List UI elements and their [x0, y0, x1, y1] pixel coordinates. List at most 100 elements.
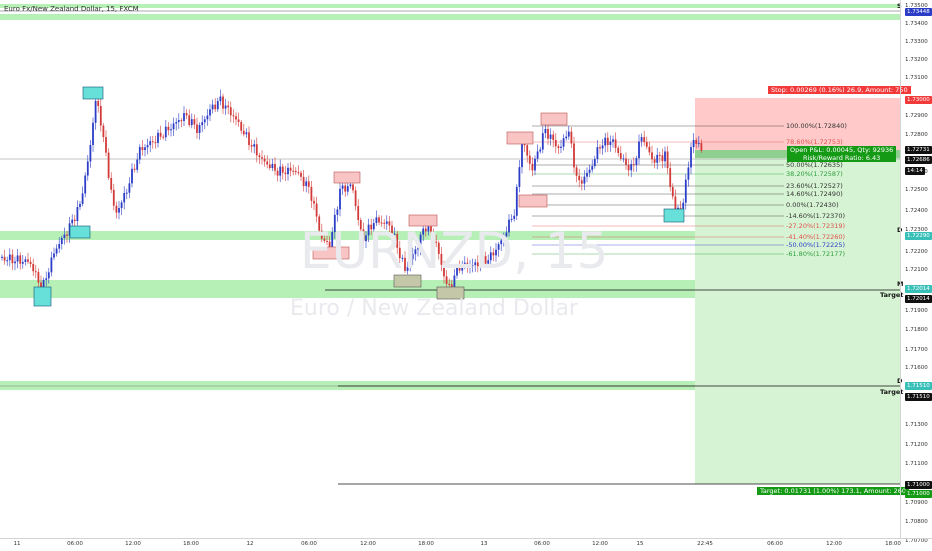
time-label: 18:00 — [418, 541, 434, 547]
candle-body — [502, 236, 505, 241]
fib-level-label: 50.00%(1.72635) — [786, 161, 843, 169]
candle-body — [258, 155, 261, 158]
candle-body — [53, 253, 55, 258]
candle-body — [547, 128, 549, 139]
candle-body — [268, 164, 271, 169]
candle-body — [489, 252, 492, 261]
fib-level-label: 78.60%(1.72753) — [786, 138, 843, 146]
candle-body — [297, 172, 300, 174]
fib-level-label: 0.00%(1.72430) — [786, 201, 839, 209]
candle-body — [508, 219, 510, 233]
chart-area[interactable] — [0, 0, 900, 538]
candle-body — [393, 233, 396, 235]
candle-body — [557, 146, 560, 148]
candle-body — [664, 151, 666, 162]
candle-body — [453, 275, 456, 287]
chart-canvas[interactable] — [0, 0, 900, 538]
price-tick: 1.73200 — [905, 57, 928, 63]
candle-body — [55, 248, 58, 254]
candle-body — [68, 223, 71, 236]
candle-body — [609, 141, 612, 146]
price-tag-bottom1: 1.71000 — [905, 481, 932, 489]
price-tick: 1.72300 — [905, 227, 928, 233]
candle-body — [206, 115, 209, 120]
price-axis[interactable] — [900, 0, 932, 538]
candle-body — [526, 145, 529, 156]
fib-level-label: 38.20%(1.72587) — [786, 170, 843, 178]
candle-body — [669, 168, 672, 187]
candle-body — [261, 157, 263, 159]
candle-body — [326, 240, 328, 242]
candle-body — [427, 226, 430, 232]
candle-body — [593, 159, 596, 167]
zone-label-d: D — [897, 226, 903, 234]
candle-body — [341, 185, 344, 189]
candle-body — [203, 119, 206, 123]
candle-body — [440, 253, 443, 265]
candle-body — [484, 256, 487, 264]
candle-body — [229, 107, 232, 116]
price-tick: 1.72900 — [905, 113, 928, 119]
candle-body — [73, 219, 76, 221]
candle-body — [164, 126, 167, 138]
candle-body — [469, 265, 471, 267]
candle-body — [487, 260, 490, 264]
candle-body — [76, 207, 79, 221]
price-tick: 1.73100 — [905, 75, 928, 81]
candle-body — [131, 168, 133, 184]
candle-body — [45, 278, 48, 280]
candle-body — [336, 209, 339, 215]
price-tick: 1.71300 — [905, 422, 928, 428]
candle-body — [6, 260, 9, 262]
candle-body — [687, 167, 690, 180]
candle-body — [3, 256, 6, 261]
candle-body — [476, 262, 479, 267]
candle-body — [120, 202, 123, 209]
candle-body — [123, 192, 126, 203]
candle-body — [294, 170, 297, 173]
candle-body — [570, 131, 573, 144]
price-tag-bottom2: 1.71000 — [905, 490, 932, 498]
candle-body — [357, 206, 360, 220]
candle-body — [167, 126, 170, 131]
time-label: 12 — [246, 541, 254, 547]
candle-body — [110, 178, 113, 190]
candle-body — [198, 125, 201, 133]
candle-body — [534, 158, 536, 171]
candle-body — [690, 147, 692, 168]
candle-body — [658, 154, 661, 156]
candle-body — [604, 137, 607, 146]
candle-body — [328, 241, 331, 248]
candle-body — [552, 134, 555, 141]
candle-body — [318, 216, 321, 231]
candle-body — [255, 144, 258, 156]
candle-body — [237, 119, 240, 123]
time-axis[interactable] — [0, 538, 932, 551]
countdown-tag: 14:14 — [905, 167, 925, 175]
candle-body — [388, 221, 391, 226]
fib-level-label: 100.00%(1.72840) — [786, 122, 847, 130]
candle-body — [8, 254, 11, 261]
candle-body — [492, 252, 495, 256]
candle-body — [32, 263, 35, 272]
candle-body — [133, 168, 136, 170]
candle-body — [474, 262, 477, 266]
candle-body — [619, 152, 622, 159]
candle-body — [541, 133, 544, 150]
candle-body — [331, 232, 334, 248]
candle-body — [94, 100, 97, 123]
candle-body — [149, 141, 152, 146]
candle-body — [287, 167, 289, 175]
candle-body — [601, 145, 604, 149]
candle-body — [185, 113, 188, 116]
price-tick: 1.72800 — [905, 132, 928, 138]
candle-body — [479, 263, 482, 267]
candle-body — [617, 147, 620, 153]
candle-body — [97, 100, 100, 106]
candle-body — [315, 203, 318, 217]
candle-body — [144, 147, 146, 150]
time-label: 13 — [480, 541, 488, 547]
supply-box — [506, 131, 534, 145]
candle-body — [201, 122, 204, 126]
candle-body — [302, 176, 305, 187]
